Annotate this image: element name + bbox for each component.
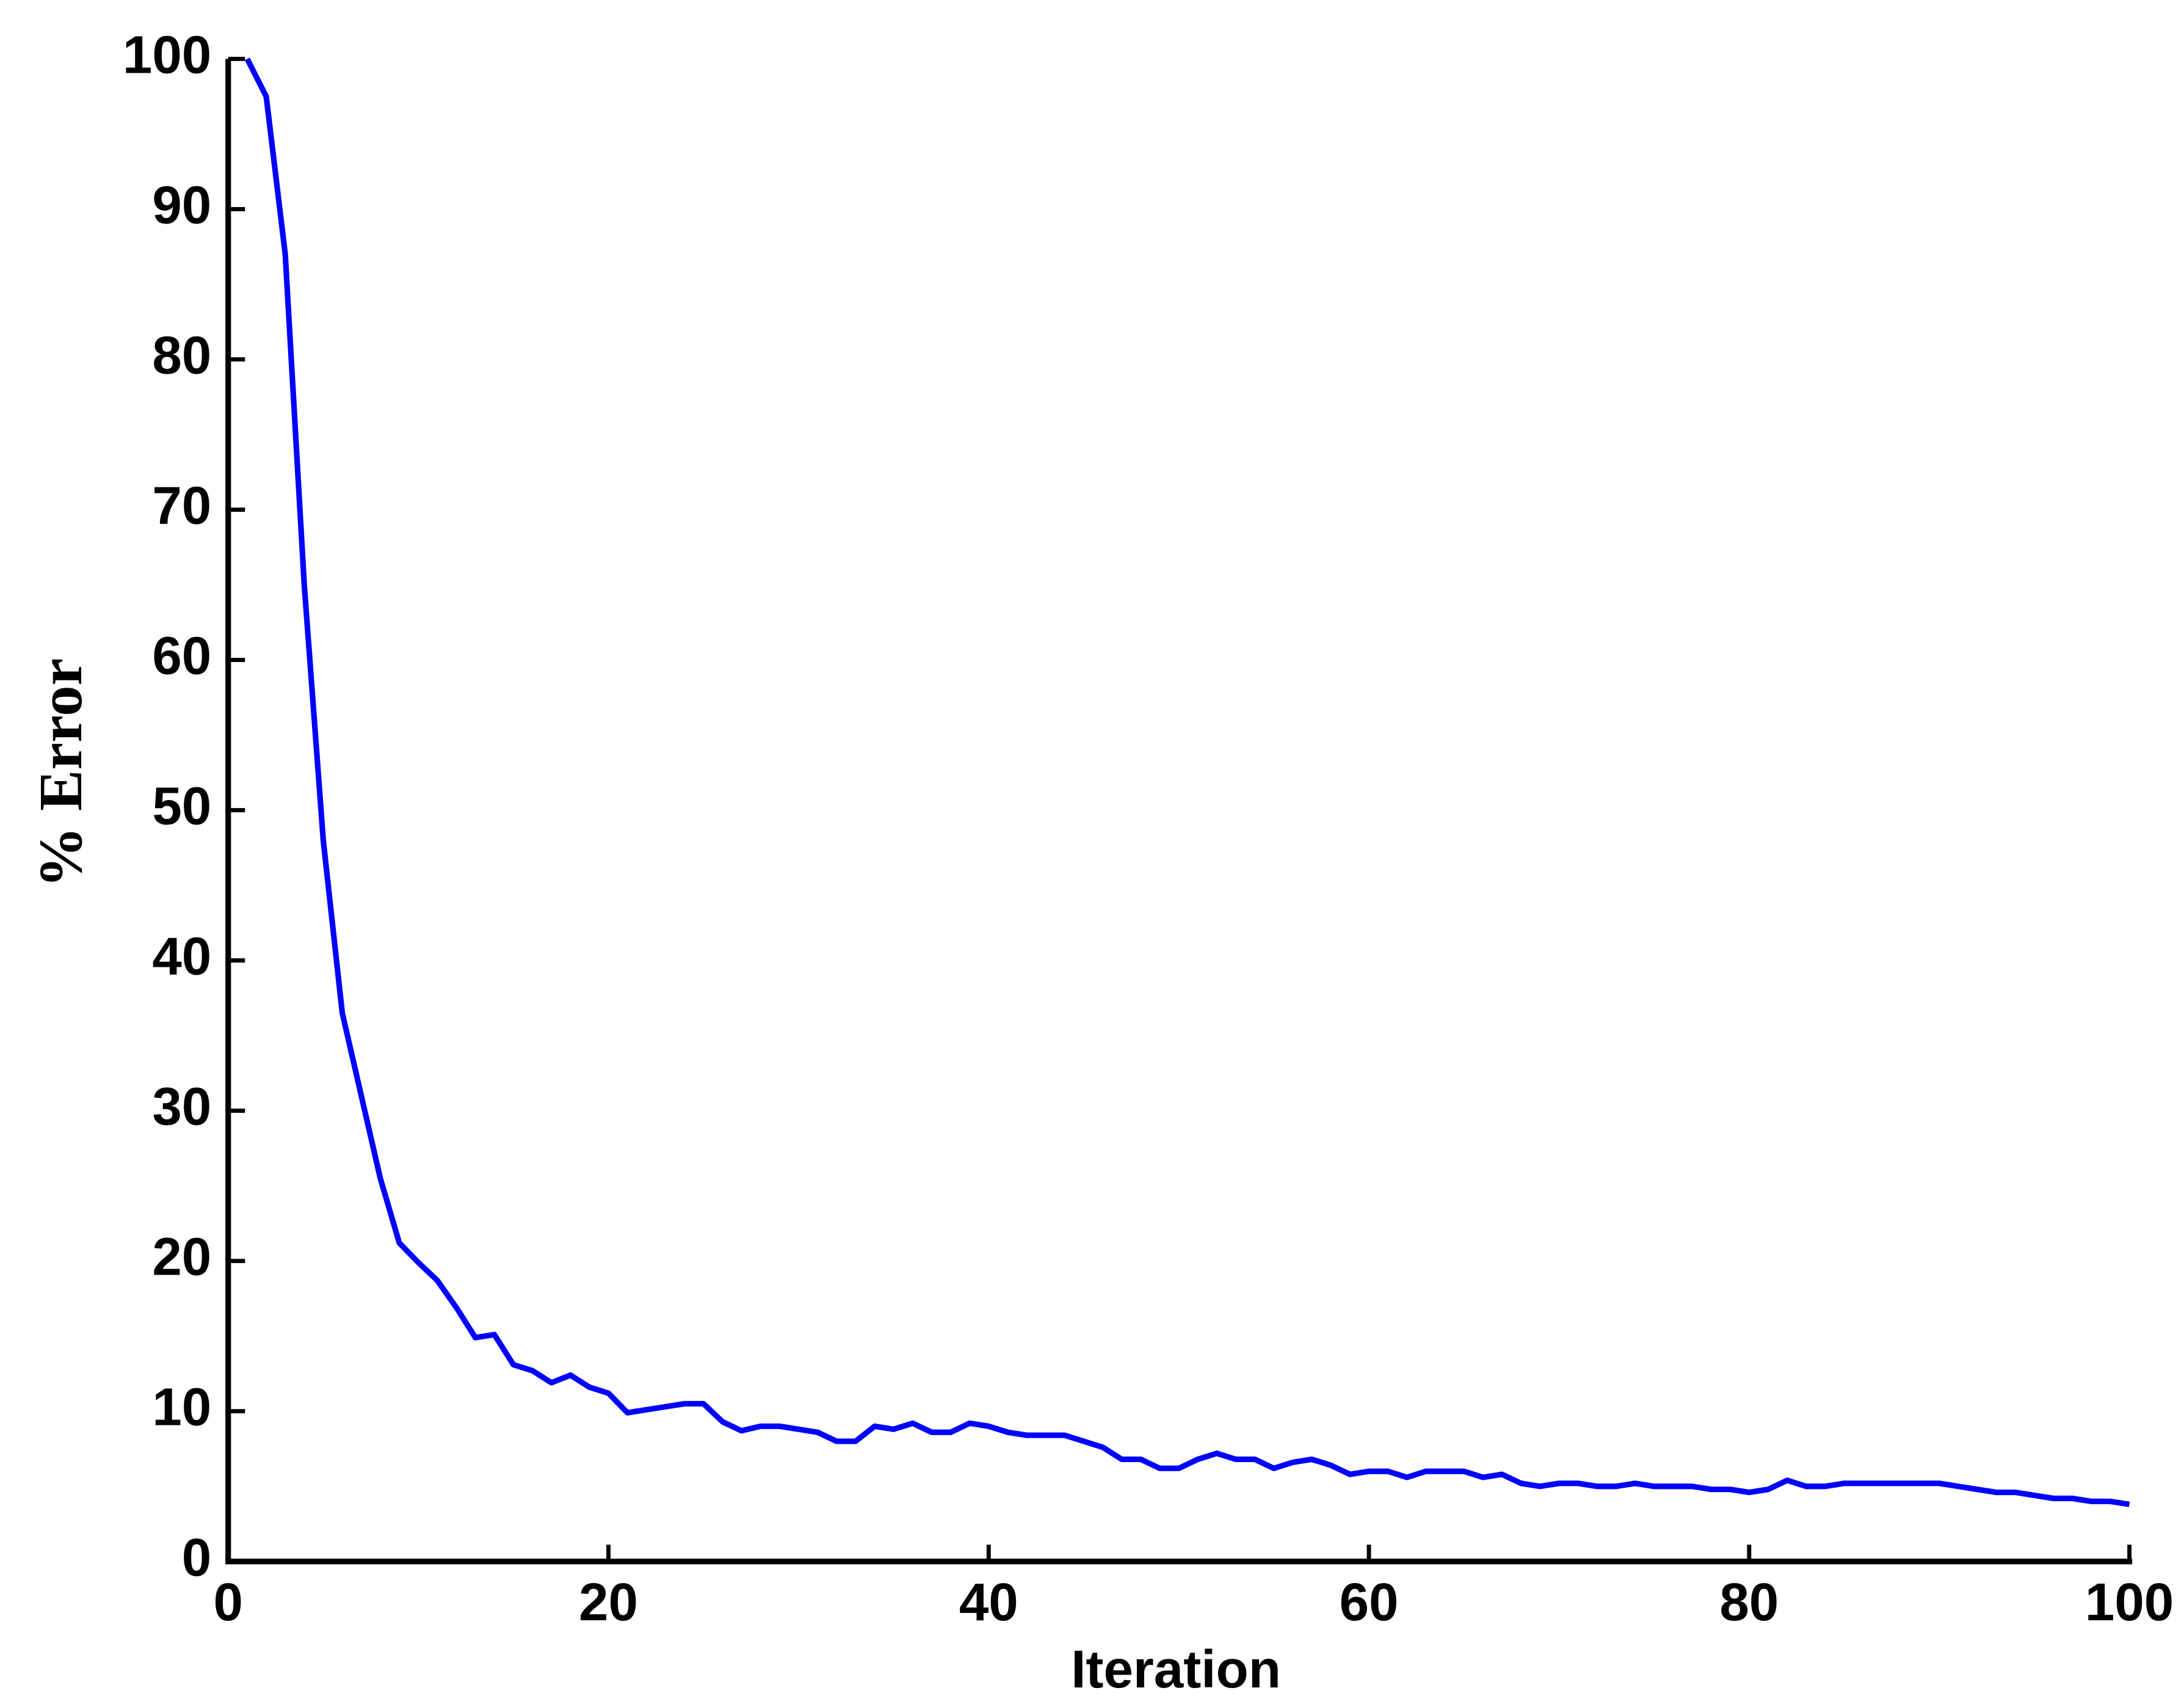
y-tick-label: 90 — [152, 175, 211, 235]
x-axis-label: Iteration — [1071, 1640, 1281, 1696]
y-tick-label: 80 — [152, 326, 211, 385]
data-line — [244, 57, 2130, 1507]
y-tick-label: 50 — [152, 777, 211, 836]
x-tick-label: 20 — [579, 1573, 638, 1632]
y-tick-label: 70 — [152, 476, 211, 536]
x-tick-label: 0 — [214, 1573, 243, 1632]
y-tick-label: 100 — [123, 25, 211, 84]
x-tick-label: 80 — [1719, 1573, 1779, 1632]
y-tick-label: 40 — [152, 927, 211, 986]
x-tick-label: 60 — [1340, 1573, 1399, 1632]
y-tick-label: 60 — [152, 627, 211, 686]
y-tick-label: 10 — [152, 1378, 211, 1437]
x-tick-label: 40 — [959, 1573, 1018, 1632]
y-tick-label: 30 — [152, 1077, 211, 1137]
y-axis-label: % Error — [26, 658, 95, 888]
x-tick-label: 100 — [2085, 1573, 2174, 1632]
y-tick-label: 20 — [152, 1228, 211, 1287]
y-tick-label: 0 — [182, 1528, 211, 1587]
